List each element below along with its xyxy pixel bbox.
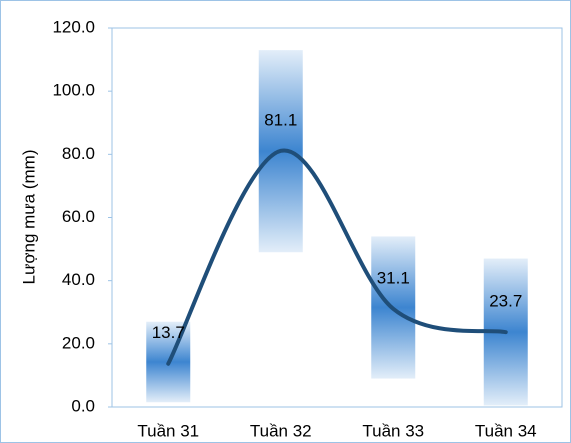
x-tick-label: Tuần 33 <box>362 421 424 440</box>
y-tick-label: 120.0 <box>52 17 95 36</box>
y-tick-label: 0.0 <box>71 396 95 415</box>
y-axis-label: Lượng mưa (mm) <box>19 150 38 285</box>
data-label: 81.1 <box>264 110 297 129</box>
data-label: 31.1 <box>377 268 410 287</box>
y-tick-label: 100.0 <box>52 81 95 100</box>
line <box>166 148 508 366</box>
x-tick-label: Tuần 31 <box>137 421 199 440</box>
y-tick-label: 20.0 <box>62 333 95 352</box>
y-tick-label: 80.0 <box>62 144 95 163</box>
x-tick-label: Tuần 34 <box>475 421 537 440</box>
x-tick-label: Tuần 32 <box>250 421 312 440</box>
data-label: 13.7 <box>152 323 185 342</box>
y-tick-label: 60.0 <box>62 207 95 226</box>
y-tick-label: 40.0 <box>62 270 95 289</box>
data-label: 23.7 <box>489 292 522 311</box>
